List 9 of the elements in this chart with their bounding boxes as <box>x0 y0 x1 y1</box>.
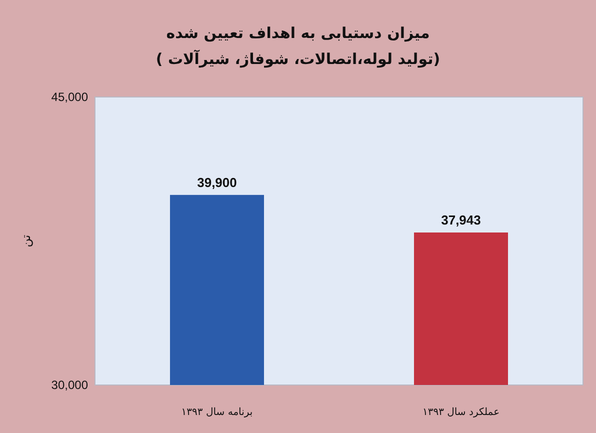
y-tick-label: 45,000 <box>51 90 88 104</box>
x-tick-label: عملکرد سال ۱۳۹۳ <box>422 407 500 418</box>
y-tick-label: 30,000 <box>51 378 88 392</box>
data-label: 37,943 <box>441 212 481 228</box>
chart-subtitle: (تولید لوله،اتصالات، شوفاژ، شیرآلات ) <box>156 49 440 68</box>
data-label: 39,900 <box>197 174 237 190</box>
chart-title: میزان دستیابی به اهداف تعیین شده <box>166 24 430 42</box>
y-axis-title: تن <box>19 234 33 248</box>
x-tick-label: برنامه سال ۱۳۹۳ <box>181 407 253 418</box>
